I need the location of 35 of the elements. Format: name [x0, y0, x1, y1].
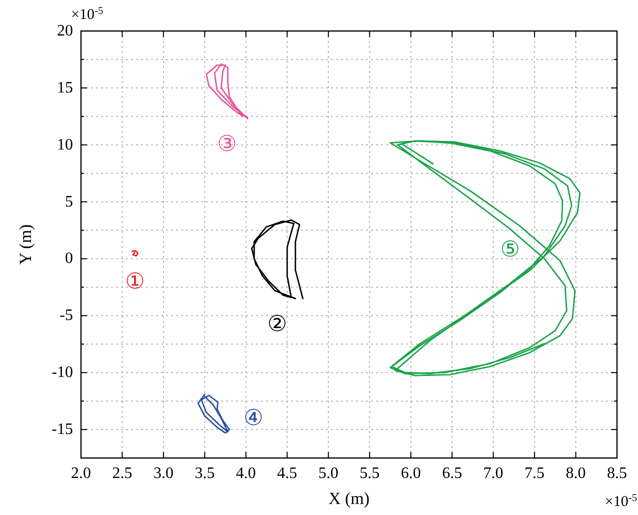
line-series: [206, 63, 248, 120]
series-label: ⑤: [500, 238, 520, 263]
y-tick-label: 5: [65, 193, 73, 210]
y-tick-label: -15: [52, 421, 73, 438]
y-tick-label: -5: [60, 307, 73, 324]
text: ×10$^{-5}$: [71, 6, 104, 23]
x-tick-label: 3.5: [194, 465, 215, 482]
x-tick-label: 5.5: [360, 465, 380, 482]
x-tick-label: 6.0: [400, 465, 421, 482]
x-tick-label: 3.0: [153, 465, 174, 482]
y-tick-label: 15: [57, 79, 73, 96]
y-axis-title: Y (m): [16, 224, 35, 265]
y-tick-label: -10: [52, 364, 73, 382]
line-series: [197, 394, 230, 434]
y-tick-label: 0: [65, 250, 73, 268]
series-label: ②: [267, 312, 288, 338]
x-tick-label: 4.0: [236, 465, 256, 482]
x-tick-label: 7.0: [483, 465, 504, 482]
line-series: [250, 219, 304, 300]
line-series: [390, 140, 581, 376]
series-label: ④: [244, 406, 264, 432]
x-tick-label: 2.5: [112, 465, 132, 482]
x-tick-label: 7.5: [524, 465, 545, 482]
x-tick-label: 2.0: [71, 465, 91, 482]
series-label: ①: [125, 269, 145, 294]
x-tick-label: 6.5: [442, 465, 462, 482]
text: ×10$^{-5}$: [604, 492, 638, 510]
x-tick-label: 8.0: [566, 465, 586, 482]
series-label: ③: [217, 132, 237, 158]
x-tick-label: 5.0: [318, 465, 338, 482]
y-tick-label: 20: [57, 22, 73, 40]
y-tick-label: 10: [57, 136, 73, 154]
x-tick-label: 4.5: [277, 465, 298, 482]
x-axis-title: X (m): [328, 489, 370, 508]
x-tick-label: 8.5: [607, 465, 627, 482]
